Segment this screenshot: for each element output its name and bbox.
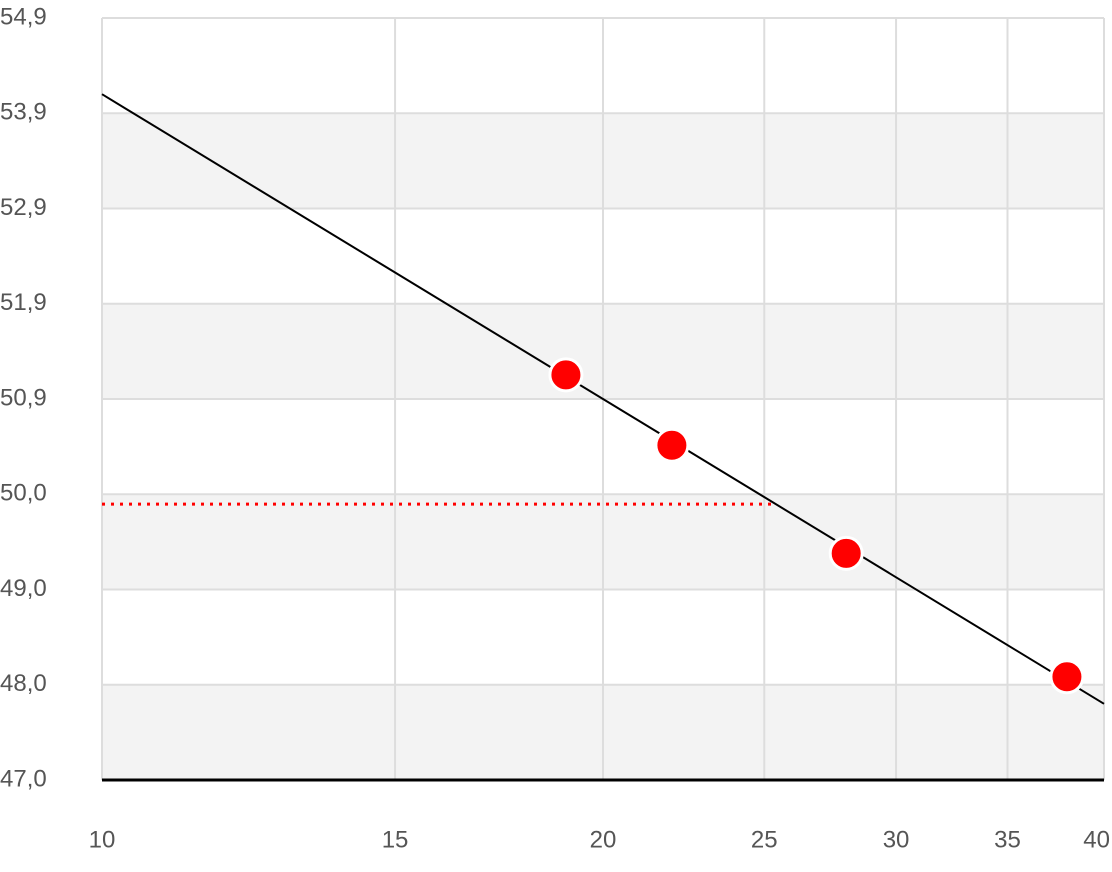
trend-line bbox=[101, 93, 1105, 705]
x-tick-label: 35 bbox=[994, 826, 1021, 853]
x-tick-label: 15 bbox=[382, 826, 409, 853]
x-tick-label: 30 bbox=[883, 826, 910, 853]
y-tick-label: 50,9 bbox=[0, 384, 47, 411]
x-tick-label: 40 bbox=[1083, 826, 1110, 853]
y-tick-label: 52,9 bbox=[0, 194, 47, 221]
y-tick-label: 48,0 bbox=[0, 670, 47, 697]
x-tick-label: 25 bbox=[751, 826, 778, 853]
point bbox=[1049, 659, 1085, 695]
y-tick-label: 47,0 bbox=[0, 765, 47, 792]
point bbox=[548, 357, 584, 393]
x-tick-label: 10 bbox=[89, 826, 116, 853]
y-tick-label: 54,9 bbox=[0, 3, 47, 30]
y-tick-label: 53,9 bbox=[0, 99, 47, 126]
x-tick-label: 20 bbox=[590, 826, 617, 853]
y-tick-label: 49,0 bbox=[0, 575, 47, 602]
point bbox=[654, 427, 690, 463]
y-tick-label: 50,0 bbox=[0, 480, 47, 507]
y-tick-label: 51,9 bbox=[0, 289, 47, 316]
point bbox=[828, 535, 864, 571]
